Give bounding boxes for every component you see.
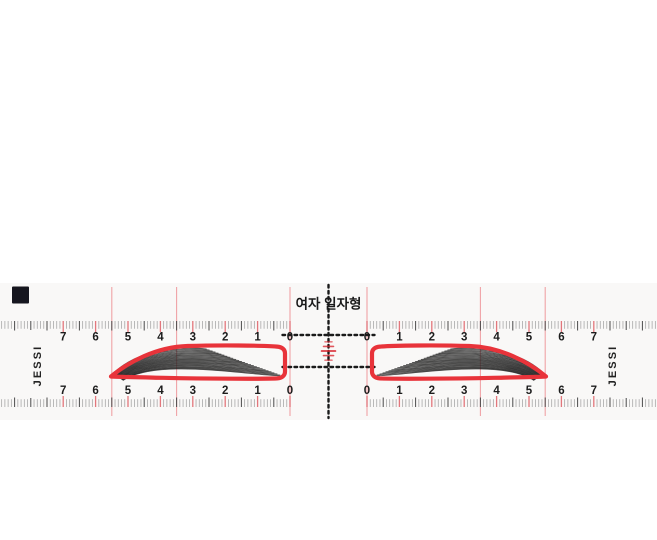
svg-text:6: 6 bbox=[558, 385, 564, 397]
svg-text:3: 3 bbox=[190, 332, 196, 344]
svg-text:2: 2 bbox=[222, 385, 228, 397]
svg-text:7: 7 bbox=[591, 332, 597, 344]
svg-text:3: 3 bbox=[461, 332, 467, 344]
svg-text:JESSI: JESSI bbox=[32, 345, 44, 387]
svg-text:4: 4 bbox=[493, 332, 500, 344]
svg-text:4: 4 bbox=[493, 385, 500, 397]
svg-text:3: 3 bbox=[190, 385, 196, 397]
svg-text:0: 0 bbox=[287, 332, 293, 344]
svg-text:JESSI: JESSI bbox=[607, 345, 619, 387]
svg-text:0: 0 bbox=[364, 332, 370, 344]
svg-text:3: 3 bbox=[461, 385, 467, 397]
svg-text:1: 1 bbox=[396, 332, 403, 344]
svg-text:0: 0 bbox=[287, 385, 293, 397]
svg-text:7: 7 bbox=[591, 385, 597, 397]
svg-text:6: 6 bbox=[92, 332, 98, 344]
svg-text:5: 5 bbox=[526, 385, 533, 397]
svg-text:6: 6 bbox=[92, 385, 98, 397]
svg-text:0: 0 bbox=[364, 385, 370, 397]
svg-text:7: 7 bbox=[60, 385, 66, 397]
svg-text:2: 2 bbox=[429, 332, 435, 344]
svg-text:5: 5 bbox=[125, 332, 132, 344]
svg-text:2: 2 bbox=[222, 332, 228, 344]
svg-text:6: 6 bbox=[558, 332, 564, 344]
svg-text:7: 7 bbox=[60, 332, 66, 344]
svg-text:1: 1 bbox=[254, 385, 261, 397]
svg-text:1: 1 bbox=[254, 332, 261, 344]
svg-text:4: 4 bbox=[157, 385, 164, 397]
svg-text:5: 5 bbox=[125, 385, 132, 397]
svg-text:1: 1 bbox=[396, 385, 403, 397]
svg-text:5: 5 bbox=[526, 332, 533, 344]
svg-text:2: 2 bbox=[429, 385, 435, 397]
svg-text:4: 4 bbox=[157, 332, 164, 344]
